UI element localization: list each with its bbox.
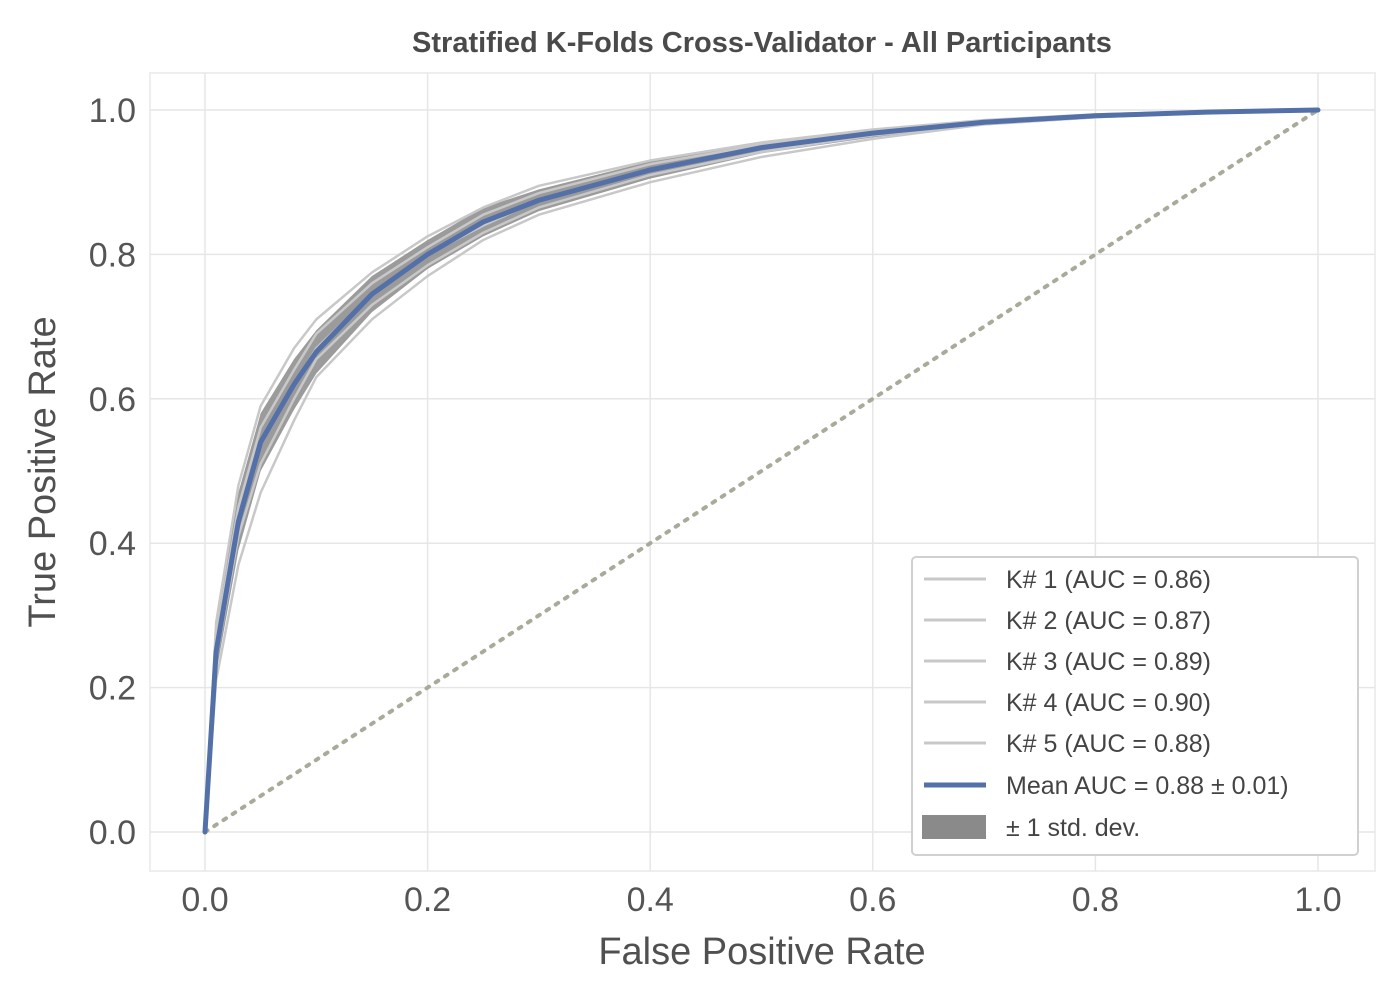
chance-line-layer [203, 108, 1320, 834]
y-tick-label: 0.2 [89, 670, 136, 708]
x-tick-label: 0.4 [627, 881, 674, 919]
y-tick-label: 0.0 [89, 814, 136, 852]
legend-label-fold-3: K# 3 (AUC = 0.89) [1006, 648, 1211, 676]
legend-label-fold-4: K# 4 (AUC = 0.90) [1006, 689, 1211, 717]
mean-line-layer [202, 107, 1321, 835]
x-axis-label: False Positive Rate [598, 931, 925, 973]
legend-label-fold-2: K# 2 (AUC = 0.87) [1006, 607, 1211, 635]
y-tick-label: 0.8 [89, 236, 136, 274]
chance-line [203, 108, 1320, 834]
x-tick-label: 1.0 [1294, 881, 1341, 919]
legend-swatch-std-band [922, 815, 986, 839]
x-tick-labels: 0.0 0.2 0.4 0.6 0.8 1.0 [181, 881, 1341, 919]
x-tick-label: 0.2 [404, 881, 451, 919]
mean-roc-line [202, 107, 1321, 835]
legend-items: K# 1 (AUC = 0.86) K# 2 (AUC = 0.87) K# 3 (… [922, 566, 1289, 842]
legend-label-std-band: ± 1 std. dev. [1006, 814, 1140, 842]
y-tick-label: 0.6 [89, 381, 136, 419]
legend-box [911, 556, 1359, 856]
legend-label-fold-1: K# 1 (AUC = 0.86) [1006, 566, 1211, 594]
chart-title: Stratified K-Folds Cross-Validator - All… [412, 27, 1112, 59]
x-tick-label: 0.8 [1072, 881, 1119, 919]
y-tick-label: 0.4 [89, 525, 136, 563]
y-tick-labels: 0.0 0.2 0.4 0.6 0.8 1.0 [89, 92, 136, 852]
legend-label-mean: Mean AUC = 0.88 ± 0.01) [1006, 772, 1289, 800]
x-tick-label: 0.0 [181, 881, 228, 919]
y-tick-label: 1.0 [89, 92, 136, 130]
legend: K# 1 (AUC = 0.86) K# 2 (AUC = 0.87) K# 3 (… [911, 556, 1359, 856]
legend-label-fold-5: K# 5 (AUC = 0.88) [1006, 730, 1211, 758]
y-axis-label: True Positive Rate [22, 316, 64, 627]
x-tick-label: 0.6 [849, 881, 896, 919]
